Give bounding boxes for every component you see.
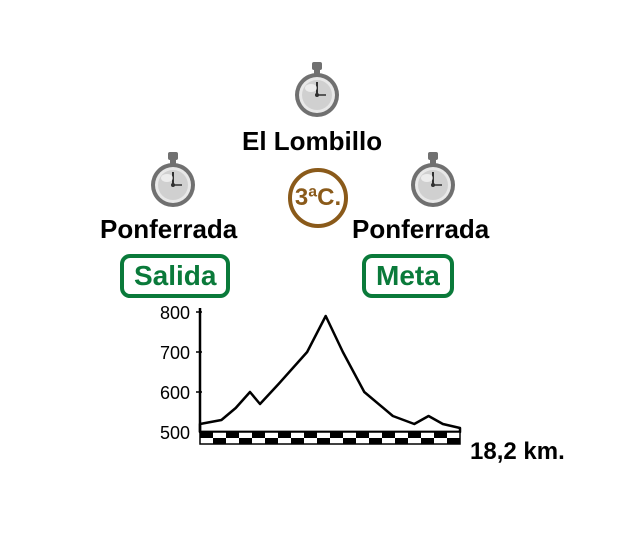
y-tick-700: 700 — [150, 343, 190, 364]
start-badge-text: Salida — [134, 260, 216, 291]
y-tick-500: 500 — [150, 423, 190, 444]
summit-label: El Lombillo — [242, 126, 382, 157]
finish-badge-text: Meta — [376, 260, 440, 291]
distance-label: 18,2 km. — [470, 438, 565, 466]
finish-city-label: Ponferrada — [352, 214, 489, 245]
stopwatch-start-icon — [148, 150, 198, 215]
start-city-label: Ponferrada — [100, 214, 237, 245]
y-tick-600: 600 — [150, 383, 190, 404]
stopwatch-summit-icon — [292, 60, 342, 125]
stopwatch-finish-icon — [408, 150, 458, 215]
y-tick-800: 800 — [150, 303, 190, 324]
category-badge: 3ªC. — [288, 168, 348, 228]
elevation-profile — [190, 290, 490, 450]
category-text: 3ªC. — [295, 184, 341, 212]
